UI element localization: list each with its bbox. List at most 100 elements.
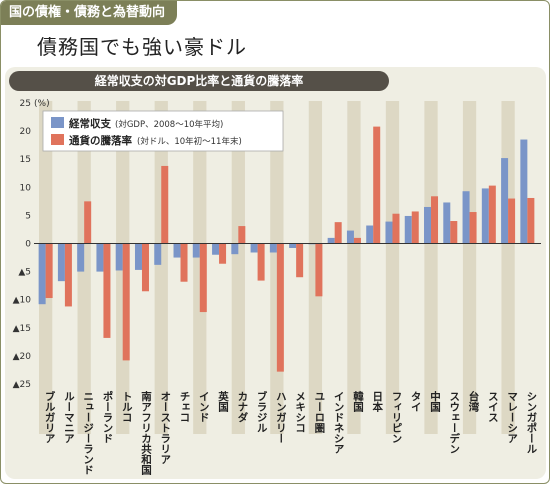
bar-currency-change [508,198,516,244]
bar-currency-change [84,201,92,244]
category-label: スイス [487,391,499,423]
bar-current-account [173,243,181,258]
category-label: フィリピン [390,391,402,444]
bar-currency-change [373,126,381,244]
category-label: マレーシア [506,391,518,444]
bar-current-account [366,225,374,244]
y-tick-label: ▲10 [13,296,32,306]
bar-current-account [192,243,200,258]
bar-currency-change [199,243,207,313]
bar-currency-change [238,226,246,244]
bar-currency-change [180,243,188,282]
bar-currency-change [219,243,227,264]
category-label: 英国 [217,390,229,413]
bar-current-account [269,243,277,253]
bar-current-account [77,243,85,272]
y-tick-label: 10 [20,183,32,193]
category-label: カナダ [236,391,248,423]
column-stripe [501,101,515,434]
bar-currency-change [161,165,169,244]
bar-current-account [115,243,123,271]
category-tag: 国の債権・債務と為替動向 [1,1,178,25]
bar-current-account [501,158,509,244]
category-label: シンガポール [525,391,537,454]
bar-currency-change [488,185,496,244]
legend-label: 経常収支 [69,117,111,130]
category-label: ポーランド [101,390,113,443]
bar-currency-change [296,243,304,278]
category-label: ルーマニア [63,391,75,444]
column-stripe [385,101,400,434]
bar-currency-change [122,243,130,361]
bar-currency-change [276,243,284,372]
category-label: ブラジル [256,390,268,433]
bar-current-account [212,243,220,255]
bar-currency-change [45,243,53,299]
y-tick-label: ▲5 [18,268,31,278]
bar-currency-change [527,197,535,244]
category-label: インド [198,391,210,423]
bar-currency-change [315,243,323,297]
category-label: オーストラリア [159,391,171,465]
legend-swatch [51,117,64,128]
bar-current-account [289,243,297,248]
bar-current-account [346,230,354,244]
bar-currency-change [411,211,419,244]
y-tick-label: ▲20 [13,352,32,362]
category-label: チェコ [179,391,191,423]
category-label: ブルガリア [44,390,56,443]
bar-current-account [327,237,335,244]
y-tick-label: 25 [20,99,31,109]
column-stripe [424,101,438,434]
bar-currency-change [353,237,361,244]
column-stripe [462,101,477,434]
bar-current-account [57,243,65,282]
bar-current-account [154,243,162,265]
y-tick-label: 0 [25,240,31,250]
category-label: ニュージーランド [82,391,94,475]
column-stripe [347,101,361,434]
bar-current-account [250,243,258,253]
bar-current-account [443,202,451,244]
category-label: 中国 [429,390,441,413]
bar-current-account [520,139,528,244]
y-tick-label: ▲15 [13,324,31,334]
legend-note: (対ドル、10年初〜11年末) [137,136,242,147]
bar-current-account [385,221,393,244]
category-label: 韓国 [352,390,364,413]
bar-current-account [424,206,432,244]
chart-title: 経常収支の対GDP比率と通貨の騰落率 [9,71,389,91]
category-label: ハンガリー [275,391,287,444]
category-label: インドネシア [333,391,345,454]
bar-current-account [231,243,239,255]
column-stripe [193,101,207,434]
headline: 債務国でも強い豪ドル [37,35,247,59]
legend-label: 通貨の騰落率 [69,134,132,147]
y-axis-unit: (%) [34,99,50,109]
column-stripe [231,101,245,434]
legend-swatch [51,134,64,145]
category-label: メキシコ [294,391,306,433]
category-label: 南アフリカ共和国 [140,390,152,476]
bar-currency-change [450,221,458,244]
bar-current-account [481,188,489,244]
bar-currency-change [469,212,477,244]
bar-currency-change [141,243,149,292]
bar-current-account [404,215,412,244]
category-label: タイ [410,391,422,412]
category-label: 日本 [371,391,383,413]
bar-currency-change [392,213,400,244]
bar-currency-change [334,222,342,244]
legend-note: (対GDP、2008〜10年平均) [115,119,223,130]
category-label: 台湾 [468,390,480,413]
bar-currency-change [257,243,265,281]
category-label: スウェーデン [448,391,460,454]
category-label: トルコ [121,391,133,423]
bar-currency-change [64,243,72,307]
legend-box [42,110,284,152]
category-label: ユーロ圏 [313,391,325,434]
bar-currency-change [103,243,111,338]
bar-current-account [134,243,142,270]
